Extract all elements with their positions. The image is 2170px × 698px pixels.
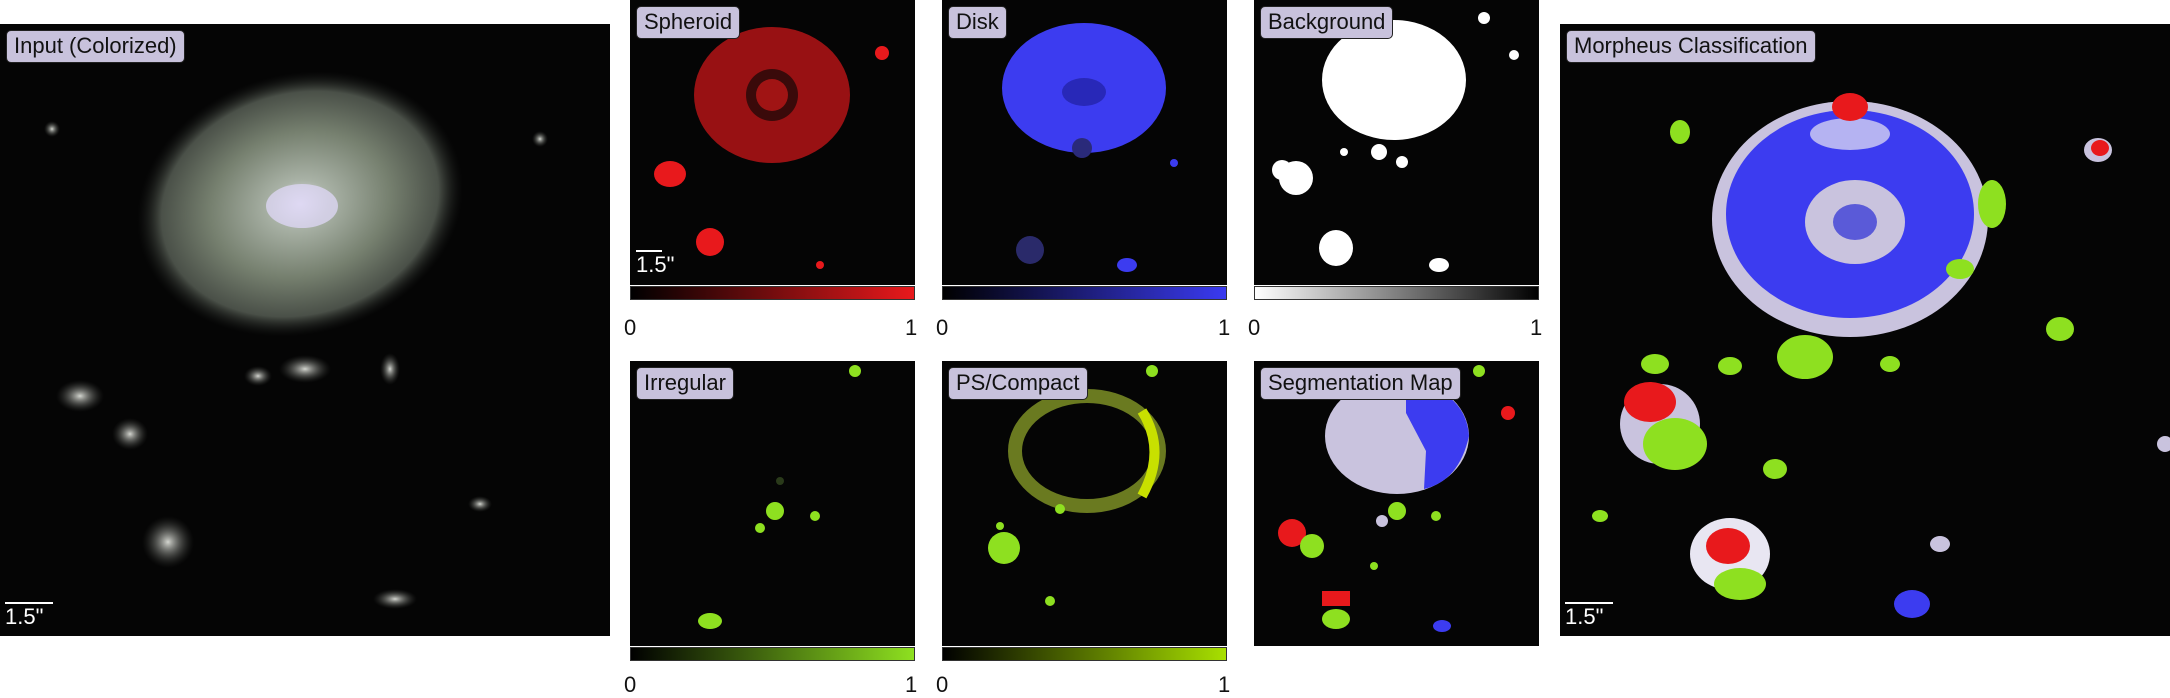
spheroid-label: Spheroid bbox=[636, 6, 741, 39]
background-colorbar-min: 0 bbox=[1248, 315, 1261, 340]
disk-image bbox=[1002, 23, 1178, 272]
morpheus-label: Morpheus Classification bbox=[1566, 30, 1816, 63]
spheroid-scalebar: 1.5" bbox=[636, 250, 674, 276]
irregular-colorbar bbox=[630, 647, 915, 661]
spheroid-image bbox=[654, 27, 889, 269]
ps-compact-colorbar-min: 0 bbox=[936, 672, 949, 697]
disk-colorbar-min: 0 bbox=[936, 315, 949, 340]
input-label: Input (Colorized) bbox=[6, 30, 185, 63]
irregular-colorbar-min: 0 bbox=[624, 672, 637, 697]
ps-compact-image bbox=[988, 365, 1166, 606]
input-image bbox=[44, 71, 548, 609]
segmentation-label: Segmentation Map bbox=[1260, 367, 1461, 400]
scalebar-label: 1.5" bbox=[636, 252, 675, 277]
disk-colorbar-max: 1 bbox=[1218, 315, 1231, 340]
segmentation-panel: Segmentation Map bbox=[1254, 361, 1539, 646]
background-image bbox=[1272, 12, 1519, 272]
disk-colorbar bbox=[942, 286, 1227, 300]
ps-compact-colorbar bbox=[942, 647, 1227, 661]
irregular-label: Irregular bbox=[636, 367, 734, 400]
morpheus-scalebar: 1.5" bbox=[1565, 602, 1613, 628]
ps-compact-panel: PS/Compact bbox=[942, 361, 1227, 646]
scalebar-label: 1.5" bbox=[1565, 604, 1604, 629]
spheroid-panel: Spheroid 1.5" bbox=[630, 0, 915, 285]
morpheus-panel: Morpheus Classification 1.5" bbox=[1560, 24, 2170, 636]
input-panel: Input (Colorized) 1.5" bbox=[0, 24, 610, 636]
disk-label: Disk bbox=[948, 6, 1007, 39]
ps-compact-label: PS/Compact bbox=[948, 367, 1088, 400]
spheroid-colorbar bbox=[630, 286, 915, 300]
background-colorbar-max: 1 bbox=[1530, 315, 1543, 340]
ps-compact-colorbar-max: 1 bbox=[1218, 672, 1231, 697]
input-scalebar: 1.5" bbox=[5, 602, 53, 628]
morpheus-image bbox=[1592, 93, 2170, 618]
scalebar-label: 1.5" bbox=[5, 604, 44, 629]
background-label: Background bbox=[1260, 6, 1394, 39]
background-panel: Background bbox=[1254, 0, 1539, 285]
segmentation-image bbox=[1278, 365, 1515, 632]
irregular-panel: Irregular bbox=[630, 361, 915, 646]
background-colorbar bbox=[1254, 286, 1539, 300]
spheroid-colorbar-max: 1 bbox=[905, 315, 918, 340]
irregular-colorbar-max: 1 bbox=[905, 672, 918, 697]
disk-panel: Disk bbox=[942, 0, 1227, 285]
spheroid-colorbar-min: 0 bbox=[624, 315, 637, 340]
irregular-image bbox=[698, 365, 861, 629]
